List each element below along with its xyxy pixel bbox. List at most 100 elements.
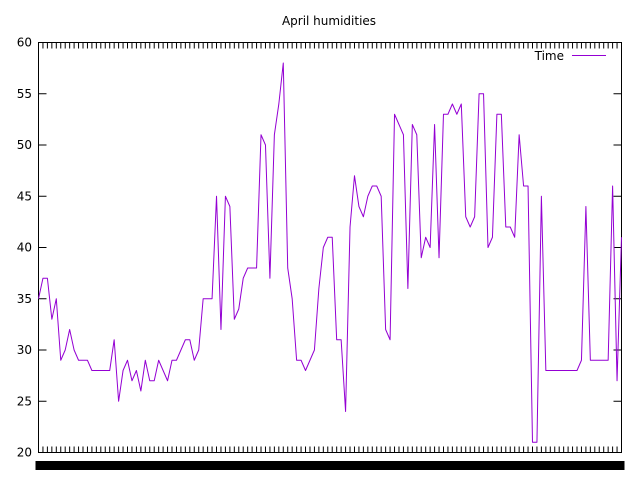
- x-tick-label-block: [382, 461, 389, 470]
- x-tick-label-block: [111, 461, 118, 470]
- x-tick-label-block: [226, 461, 233, 470]
- x-tick-label-block: [360, 461, 367, 470]
- x-tick-label-block: [124, 461, 131, 470]
- y-tick-label: 55: [17, 87, 32, 101]
- x-tick-label-block: [293, 461, 300, 470]
- x-tick-label-block: [347, 461, 354, 470]
- x-tick-label-block: [444, 461, 451, 470]
- x-tick-label-block: [262, 461, 269, 470]
- x-tick-label-block: [271, 461, 278, 470]
- x-tick-label-block: [213, 461, 220, 470]
- x-tick-label-block: [480, 461, 487, 470]
- x-tick-label-block: [275, 461, 282, 470]
- x-tick-label-block: [547, 461, 554, 470]
- x-tick-label-block: [400, 461, 407, 470]
- y-tick-marks: [38, 42, 622, 453]
- x-tick-label-block: [502, 461, 509, 470]
- x-tick-label-block: [298, 461, 305, 470]
- x-tick-label-block: [48, 461, 55, 470]
- x-tick-label-block: [182, 461, 189, 470]
- x-tick-label-block: [462, 461, 469, 470]
- x-tick-label-block: [458, 461, 465, 470]
- x-tick-label-block: [538, 461, 545, 470]
- x-tick-label-block: [169, 461, 176, 470]
- x-tick-label-block: [102, 461, 109, 470]
- x-tick-label-block: [222, 461, 229, 470]
- x-tick-label-block: [164, 461, 171, 470]
- x-tick-label-block: [80, 461, 87, 470]
- y-tick-label: 45: [17, 189, 32, 203]
- x-tick-label-block: [436, 461, 443, 470]
- x-tick-label-block: [614, 461, 621, 470]
- x-tick-label-block: [493, 461, 500, 470]
- x-tick-label-block: [160, 461, 167, 470]
- y-tick-label: 40: [17, 241, 32, 255]
- x-tick-label-block: [66, 461, 73, 470]
- y-tick-label: 20: [17, 446, 32, 460]
- x-tick-label-block: [88, 461, 95, 470]
- x-tick-label-block: [258, 461, 265, 470]
- x-tick-label-block: [427, 461, 434, 470]
- x-tick-label-block: [413, 461, 420, 470]
- x-tick-label-block: [404, 461, 411, 470]
- x-tick-label-block: [289, 461, 296, 470]
- x-tick-label-block: [320, 461, 327, 470]
- x-tick-label-block: [311, 461, 318, 470]
- x-tick-label-block: [195, 461, 202, 470]
- x-tick-label-block: [329, 461, 336, 470]
- x-tick-label-block: [418, 461, 425, 470]
- y-tick-labels: 20 25 30 35 40 45 50 55 60: [17, 36, 32, 460]
- x-tick-label-block: [618, 461, 625, 470]
- y-tick-label: 30: [17, 343, 32, 357]
- y-tick-label: 60: [17, 36, 32, 50]
- x-tick-label-block: [146, 461, 153, 470]
- x-tick-label-block: [62, 461, 69, 470]
- x-tick-label-block: [120, 461, 127, 470]
- x-tick-label-block: [173, 461, 180, 470]
- x-tick-label-block: [244, 461, 251, 470]
- x-tick-label-block: [533, 461, 540, 470]
- x-tick-label-block: [266, 461, 273, 470]
- x-tick-label-block: [249, 461, 256, 470]
- x-tick-label-block: [373, 461, 380, 470]
- x-tick-label-block: [53, 461, 60, 470]
- x-tick-label-block: [106, 461, 113, 470]
- x-tick-label-block: [315, 461, 322, 470]
- x-tick-label-block: [578, 461, 585, 470]
- x-tick-label-block: [302, 461, 309, 470]
- x-tick-label-block: [573, 461, 580, 470]
- chart-title: April humidities: [282, 14, 376, 28]
- x-tick-label-block: [142, 461, 149, 470]
- x-tick-label-block: [507, 461, 514, 470]
- x-tick-label-block: [453, 461, 460, 470]
- x-tick-label-block: [306, 461, 313, 470]
- x-tick-label-block: [235, 461, 242, 470]
- x-tick-label-block: [609, 461, 616, 470]
- x-tick-label-block: [231, 461, 238, 470]
- x-tick-label-block: [177, 461, 184, 470]
- x-tick-label-block: [556, 461, 563, 470]
- x-tick-label-block: [489, 461, 496, 470]
- x-tick-label-block: [387, 461, 394, 470]
- x-tick-label-block: [391, 461, 398, 470]
- x-tick-label-block: [217, 461, 224, 470]
- x-tick-label-block: [333, 461, 340, 470]
- x-tick-label-block: [200, 461, 207, 470]
- x-tick-label-block: [498, 461, 505, 470]
- y-tick-label: 25: [17, 394, 32, 408]
- x-tick-label-block: [280, 461, 287, 470]
- x-tick-label-block: [600, 461, 607, 470]
- x-tick-label-block: [133, 461, 140, 470]
- x-tick-label-block: [542, 461, 549, 470]
- x-tick-label-block: [186, 461, 193, 470]
- x-tick-label-block: [476, 461, 483, 470]
- x-tick-label-block: [467, 461, 474, 470]
- x-tick-label-block: [520, 461, 527, 470]
- x-tick-label-block: [369, 461, 376, 470]
- x-tick-label-block: [395, 461, 402, 470]
- x-tick-label-block: [191, 461, 198, 470]
- x-tick-label-block: [253, 461, 260, 470]
- x-tick-label-block: [431, 461, 438, 470]
- legend-label-time: Time: [534, 49, 564, 63]
